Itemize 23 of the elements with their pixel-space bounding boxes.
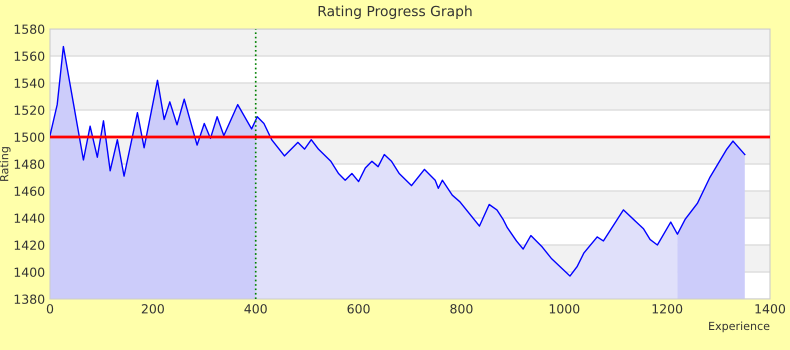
y-tick-label: 1520 [14, 105, 44, 115]
y-tick-label: 1400 [14, 267, 44, 277]
y-tick-label: 1460 [14, 186, 44, 196]
y-tick-label: 1580 [14, 24, 44, 34]
y-tick-label: 1440 [14, 213, 44, 223]
x-tick-label: 1200 [652, 304, 682, 314]
x-tick-label: 1400 [755, 304, 786, 314]
x-axis-title: Experience [709, 322, 770, 332]
chart-title: Rating Progress Graph [318, 6, 472, 19]
y-axis-title: Rating [0, 147, 11, 181]
x-tick-label: 200 [142, 304, 164, 314]
line-series [50, 46, 746, 277]
y-tick-label: 1560 [14, 51, 44, 61]
x-tick-label: 1000 [550, 304, 580, 314]
x-tick-label: 0 [46, 304, 54, 314]
y-tick-label: 1380 [14, 294, 44, 304]
x-tick-label: 800 [450, 304, 473, 314]
y-tick-label: 1480 [14, 159, 44, 169]
y-tick-label: 1500 [14, 132, 44, 142]
x-tick-label: 400 [244, 304, 267, 314]
y-tick-label: 1420 [14, 240, 44, 250]
x-tick-label: 600 [348, 304, 370, 314]
y-tick-label: 1540 [14, 78, 44, 88]
